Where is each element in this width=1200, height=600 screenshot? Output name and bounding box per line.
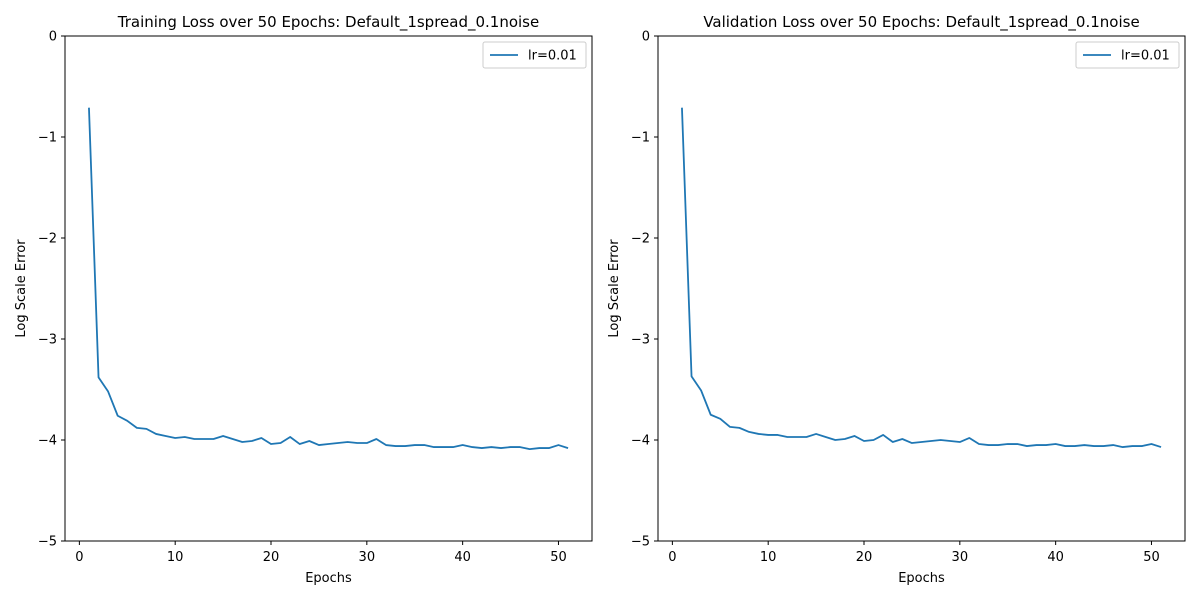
- x-tick-label: 0: [75, 550, 83, 565]
- y-tick-label: −2: [631, 232, 650, 247]
- axes-frame: [657, 35, 1186, 542]
- chart-title: Training Loss over 50 Epochs: Default_1s…: [117, 13, 539, 32]
- y-tick-label: −5: [631, 535, 650, 550]
- y-tick-label: −3: [631, 333, 650, 348]
- x-tick-label: 30: [952, 550, 969, 565]
- validation-loss-chart: Validation Loss over 50 Epochs: Default_…: [607, 13, 1186, 586]
- legend-box: [1075, 41, 1180, 69]
- legend: lr=0.01: [1075, 41, 1180, 69]
- x-axis-label: Epochs: [305, 571, 352, 586]
- plot-area: [681, 107, 1162, 448]
- x-tick-label: 40: [1047, 550, 1064, 565]
- x-axis-label: Epochs: [898, 571, 945, 586]
- x-tick-label: 0: [668, 550, 676, 565]
- series-line-0: [88, 107, 569, 450]
- axes-frame: [64, 35, 593, 542]
- training-loss-chart: Training Loss over 50 Epochs: Default_1s…: [14, 13, 593, 586]
- y-tick-label: −1: [631, 131, 650, 146]
- x-tick-label: 20: [856, 550, 873, 565]
- y-axis-label: Log Scale Error: [607, 239, 622, 338]
- ticks: 0 10 20 30 40 50 0 −1 −2 −3 −4 −5: [631, 30, 1160, 566]
- series-line-0: [681, 107, 1162, 448]
- x-tick-label: 20: [263, 550, 280, 565]
- legend-label: lr=0.01: [1121, 49, 1170, 64]
- y-axis-label: Log Scale Error: [14, 239, 29, 338]
- legend-box: [482, 41, 587, 69]
- legend-label: lr=0.01: [528, 49, 577, 64]
- chart-title: Validation Loss over 50 Epochs: Default_…: [703, 13, 1139, 32]
- y-tick-label: −4: [38, 434, 57, 449]
- x-tick-label: 10: [167, 550, 184, 565]
- y-tick-label: −2: [38, 232, 57, 247]
- ticks: 0 10 20 30 40 50 0 −1 −2 −3 −4 −5: [38, 30, 567, 566]
- x-tick-label: 10: [760, 550, 777, 565]
- x-tick-label: 50: [1143, 550, 1160, 565]
- plot-area: [88, 107, 569, 450]
- x-tick-label: 50: [550, 550, 567, 565]
- y-tick-label: −4: [631, 434, 650, 449]
- legend: lr=0.01: [482, 41, 587, 69]
- y-tick-label: 0: [642, 30, 650, 45]
- x-tick-label: 30: [359, 550, 376, 565]
- y-tick-label: −3: [38, 333, 57, 348]
- y-tick-label: −5: [38, 535, 57, 550]
- y-tick-label: −1: [38, 131, 57, 146]
- y-tick-label: 0: [49, 30, 57, 45]
- x-tick-label: 40: [454, 550, 471, 565]
